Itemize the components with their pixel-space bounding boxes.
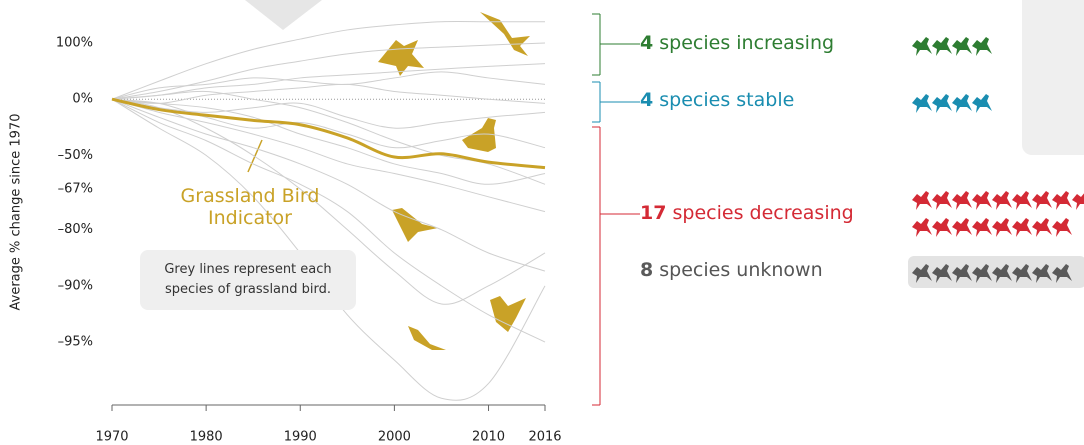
species-icon <box>912 191 932 210</box>
x-tick-label: 1980 <box>190 430 223 445</box>
species-icon <box>972 191 992 210</box>
species-icon <box>912 94 932 113</box>
species-line <box>111 21 545 100</box>
species-line <box>111 98 546 129</box>
group-label: 4 species increasing <box>640 32 834 54</box>
group-text: species unknown <box>659 259 823 281</box>
species-icon <box>1032 264 1052 283</box>
species-line <box>111 83 546 104</box>
species-line <box>111 90 546 185</box>
species-icon <box>972 94 992 113</box>
y-tick-label: –95% <box>58 335 93 350</box>
y-tick-label: –67% <box>58 182 93 197</box>
species-icon <box>1012 264 1032 283</box>
species-line <box>111 98 546 343</box>
indicator-line <box>111 97 546 170</box>
group-count: 4 <box>640 89 654 111</box>
species-icon <box>912 37 932 56</box>
species-line <box>111 98 546 213</box>
species-icon <box>952 94 972 113</box>
species-icon <box>932 264 952 283</box>
species-line <box>111 98 546 149</box>
x-tick-label: 2016 <box>528 430 561 445</box>
y-tick-label: –80% <box>58 222 93 237</box>
species-icon <box>932 37 952 56</box>
species-line <box>111 98 546 185</box>
group-count: 17 <box>640 202 667 224</box>
species-line <box>111 71 546 100</box>
species-icon <box>992 191 1012 210</box>
x-tick-label: 2000 <box>378 430 411 445</box>
species-icon <box>972 218 992 237</box>
species-line <box>111 98 546 305</box>
species-icon <box>912 218 932 237</box>
group-label: 17 species decreasing <box>640 202 854 224</box>
bracket <box>592 13 640 76</box>
species-icon <box>932 94 952 113</box>
y-tick-label: –90% <box>58 278 93 293</box>
group-count: 8 <box>640 259 654 281</box>
species-icon <box>952 218 972 237</box>
species-icon <box>912 264 932 283</box>
species-icon <box>952 191 972 210</box>
species-icon <box>1052 264 1072 283</box>
species-icon <box>992 218 1012 237</box>
species-icon <box>952 37 972 56</box>
species-icon <box>1052 218 1072 237</box>
group-text: species increasing <box>659 32 835 54</box>
group-text: species decreasing <box>672 202 854 224</box>
species-icon <box>1032 191 1052 210</box>
bracket <box>592 126 640 406</box>
species-icon <box>972 37 992 56</box>
indicator-label: Grassland Bird Indicator <box>180 185 320 229</box>
x-tick-label: 1970 <box>95 430 128 445</box>
species-icon <box>952 264 972 283</box>
note: Grey lines represent each species of gra… <box>140 250 356 310</box>
species-icon <box>992 264 1012 283</box>
bracket <box>592 81 640 123</box>
species-icon <box>1012 191 1032 210</box>
y-axis-label: Average % change since 1970 <box>9 114 24 311</box>
y-tick-label: 100% <box>56 36 93 51</box>
group-count: 4 <box>640 32 654 54</box>
species-icon <box>932 191 952 210</box>
group-label: 8 species unknown <box>640 259 823 281</box>
species-icon <box>1012 218 1032 237</box>
species-icon <box>1032 218 1052 237</box>
decor-panel <box>1022 0 1084 155</box>
y-tick-label: 0% <box>72 92 93 107</box>
group-label: 4 species stable <box>640 89 794 111</box>
species-line <box>111 98 546 272</box>
species-icon <box>972 264 992 283</box>
decor-triangle <box>245 0 322 30</box>
y-tick-label: –50% <box>58 148 93 163</box>
group-text: species stable <box>659 89 795 111</box>
species-icon <box>1052 191 1072 210</box>
species-line <box>111 42 546 100</box>
species-line <box>111 63 546 100</box>
x-tick-label: 2010 <box>472 430 505 445</box>
species-icon <box>932 218 952 237</box>
species-icon <box>1072 193 1084 210</box>
bird-decor <box>378 12 530 350</box>
x-tick-label: 1990 <box>284 430 317 445</box>
